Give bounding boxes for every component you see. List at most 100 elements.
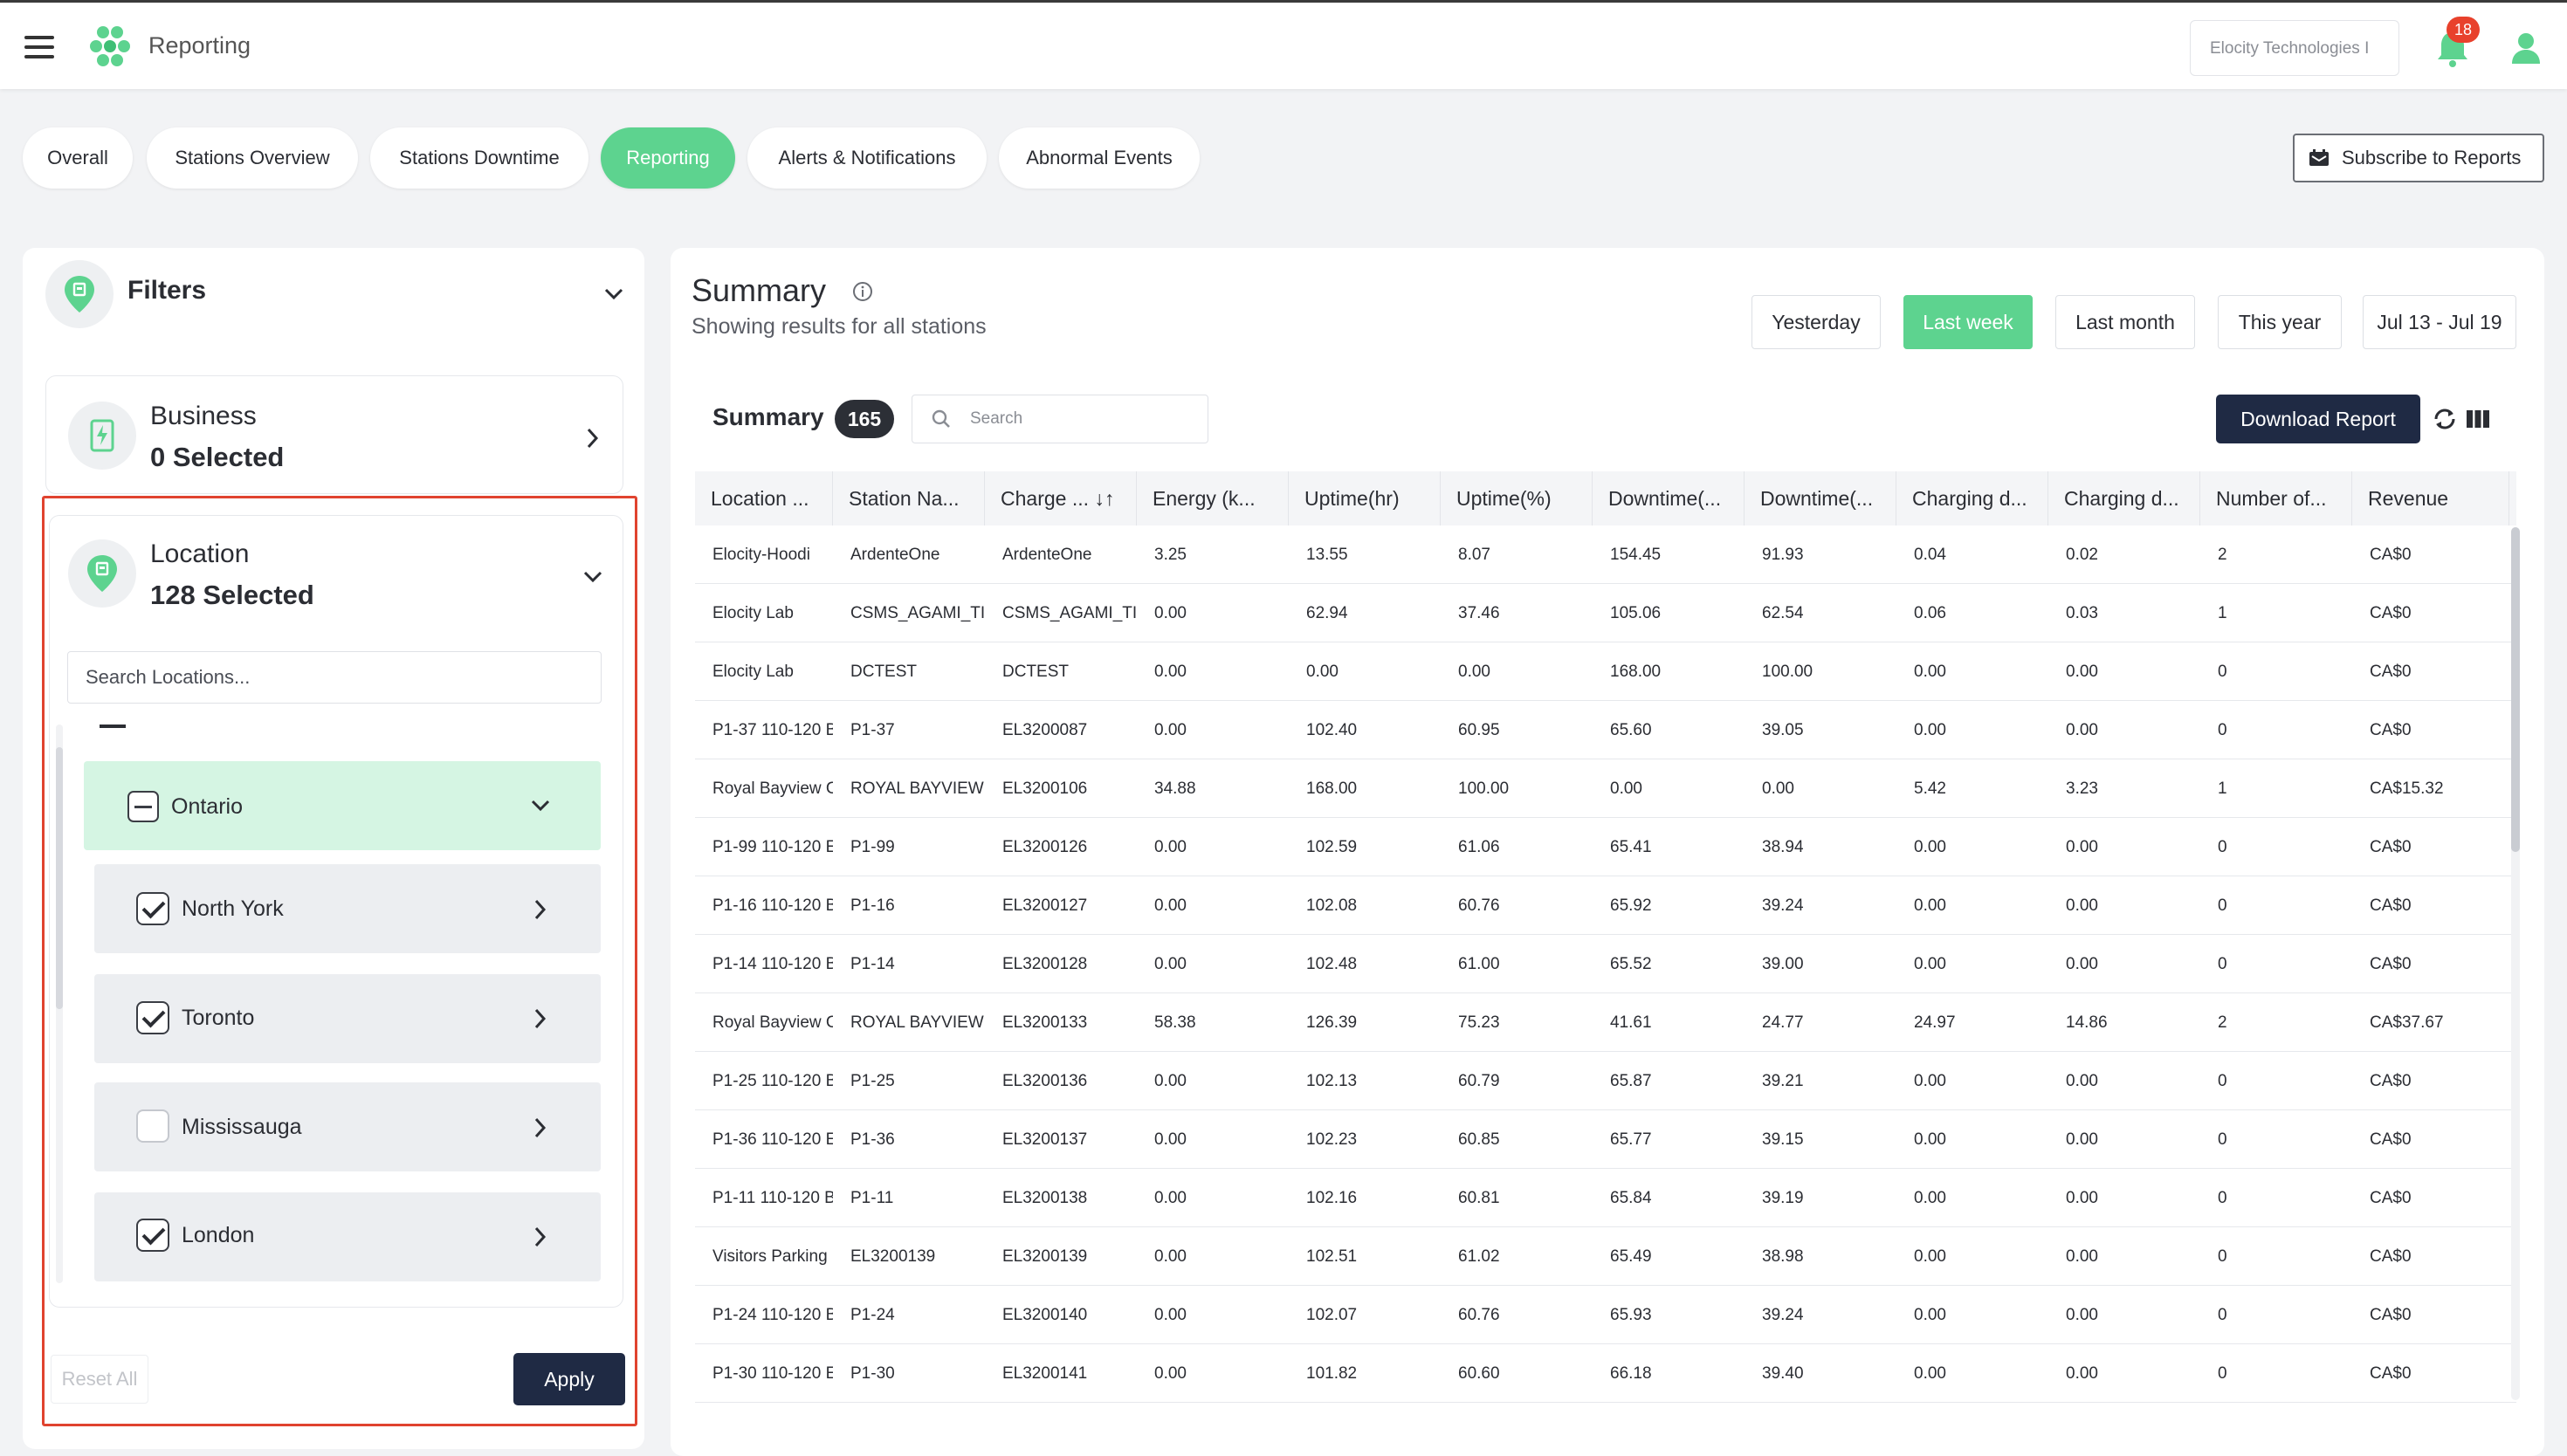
table-row[interactable]: P1-30 110-120 E P1-30 EL3200141 0.00 101.82 6… bbox=[695, 1344, 2516, 1403]
table-scrollbar[interactable] bbox=[2511, 527, 2520, 852]
tree-item-ontario[interactable] bbox=[84, 761, 601, 850]
tab-abnormal-events[interactable]: Abnormal Events bbox=[999, 127, 1200, 189]
column-header[interactable]: Charge ... ↓↑ bbox=[985, 471, 1137, 525]
tree-item-mississauga[interactable] bbox=[94, 1082, 601, 1171]
table-scrollbar-track[interactable] bbox=[2511, 527, 2520, 1400]
table-cell: 24.97 bbox=[1914, 1013, 1956, 1032]
table-cell: 0.00 bbox=[2066, 896, 2098, 915]
chevron-down-icon[interactable] bbox=[583, 571, 602, 583]
table-row[interactable]: P1-99 110-120 E P1-99 EL3200126 0.00 102.59 6… bbox=[695, 818, 2516, 876]
table-row[interactable]: P1-36 110-120 E P1-36 EL3200137 0.00 102.23 6… bbox=[695, 1110, 2516, 1169]
column-header[interactable]: Downtime(... bbox=[1745, 471, 1896, 525]
tree-item-north-york[interactable] bbox=[94, 864, 601, 953]
range-last-week-button[interactable]: Last week bbox=[1903, 295, 2033, 349]
chevron-right-icon[interactable] bbox=[534, 1226, 547, 1247]
table-cell: 58.38 bbox=[1154, 1013, 1196, 1032]
table-cell: 34.88 bbox=[1154, 780, 1196, 798]
london-checkbox[interactable] bbox=[136, 1219, 169, 1252]
table-cell: 60.85 bbox=[1458, 1130, 1500, 1149]
table-row[interactable]: Royal Bayview C ROYAL BAYVIEW EL3200106 34.… bbox=[695, 759, 2516, 818]
range-last-month-button[interactable]: Last month bbox=[2055, 295, 2195, 349]
table-cell: P1-14 bbox=[850, 955, 895, 973]
london-label: London bbox=[182, 1223, 255, 1247]
column-header[interactable]: Location ... bbox=[695, 471, 833, 525]
table-cell: 5.42 bbox=[1914, 780, 1946, 798]
chevron-right-icon[interactable] bbox=[534, 1117, 547, 1138]
refresh-icon[interactable] bbox=[2431, 405, 2459, 433]
tab-alerts-notifications[interactable]: Alerts & Notifications bbox=[747, 127, 987, 189]
table-cell: Elocity Lab bbox=[712, 604, 794, 622]
table-cell: 0.00 bbox=[1914, 1189, 1946, 1207]
hamburger-menu-icon[interactable] bbox=[24, 36, 54, 58]
table-cell: 65.52 bbox=[1610, 955, 1652, 973]
date-range-picker[interactable]: Jul 13 - Jul 19 bbox=[2363, 295, 2516, 349]
tab-stations-overview[interactable]: Stations Overview bbox=[147, 127, 358, 189]
user-icon[interactable] bbox=[2509, 31, 2543, 65]
table-row[interactable]: P1-24 110-120 B P1-24 EL3200140 0.00 102.07 6… bbox=[695, 1286, 2516, 1344]
table-cell: 13.55 bbox=[1306, 546, 1348, 564]
column-header[interactable]: Number of... bbox=[2200, 471, 2352, 525]
ontario-checkbox[interactable] bbox=[127, 791, 159, 822]
apply-button[interactable]: Apply bbox=[513, 1353, 625, 1405]
table-cell: CA$0 bbox=[2370, 896, 2412, 915]
column-header[interactable]: Energy (k... bbox=[1137, 471, 1289, 525]
table-cell: 24.77 bbox=[1762, 1013, 1804, 1032]
table-cell: 0.00 bbox=[2066, 1364, 2098, 1383]
table-cell: CA$0 bbox=[2370, 546, 2412, 564]
table-cell: 39.05 bbox=[1762, 721, 1804, 739]
tab-stations-downtime[interactable]: Stations Downtime bbox=[370, 127, 588, 189]
info-icon[interactable] bbox=[852, 281, 873, 302]
chevron-right-icon[interactable] bbox=[534, 899, 547, 920]
download-report-button[interactable]: Download Report bbox=[2216, 395, 2420, 443]
tree-item-london[interactable] bbox=[94, 1192, 601, 1281]
table-row[interactable]: Visitors Parking EL3200139 EL3200139 0.00 10… bbox=[695, 1227, 2516, 1286]
tree-item-toronto[interactable] bbox=[94, 974, 601, 1063]
range-yesterday-button[interactable]: Yesterday bbox=[1751, 295, 1881, 349]
table-cell: 102.08 bbox=[1306, 896, 1358, 915]
range-this-year-button[interactable]: This year bbox=[2218, 295, 2342, 349]
chevron-down-icon[interactable] bbox=[531, 800, 550, 812]
table-cell: 0.00 bbox=[1914, 1072, 1946, 1090]
table-row[interactable]: Elocity Lab DCTEST DCTEST 0.00 0.00 0.00 168.0… bbox=[695, 642, 2516, 701]
column-header[interactable]: Uptime(hr) bbox=[1289, 471, 1441, 525]
table-search-placeholder: Search bbox=[970, 409, 1023, 428]
column-header[interactable]: Charging d... bbox=[2048, 471, 2200, 525]
subscribe-button[interactable]: Subscribe to Reports bbox=[2293, 134, 2544, 182]
north-york-checkbox[interactable] bbox=[136, 892, 169, 925]
table-row[interactable]: Elocity Lab CSMS_AGAMI_TI CSMS_AGAMI_TI 0.0… bbox=[695, 584, 2516, 642]
table-row[interactable]: Royal Bayview C ROYAL BAYVIEW EL3200133 58.… bbox=[695, 993, 2516, 1052]
column-header[interactable]: Uptime(%) bbox=[1441, 471, 1593, 525]
chevron-right-icon[interactable] bbox=[534, 1008, 547, 1029]
table-row[interactable]: Elocity-Hoodi ArdenteOne ArdenteOne 3.25 13.… bbox=[695, 525, 2516, 584]
table-cell: CA$0 bbox=[2370, 1247, 2412, 1266]
chevron-down-icon[interactable] bbox=[604, 288, 623, 300]
table-cell: CA$0 bbox=[2370, 1364, 2412, 1383]
tab-overall[interactable]: Overall bbox=[23, 127, 133, 189]
business-filter-card[interactable] bbox=[45, 375, 623, 494]
location-tree-scrollbar[interactable] bbox=[56, 747, 63, 1009]
tab-reporting[interactable]: Reporting bbox=[601, 127, 735, 189]
column-header[interactable]: Downtime(... bbox=[1593, 471, 1745, 525]
table-row[interactable]: P1-11 110-120 Br P1-11 EL3200138 0.00 102.16… bbox=[695, 1169, 2516, 1227]
table-cell: 0 bbox=[2218, 955, 2227, 973]
table-cell: 0.00 bbox=[2066, 721, 2098, 739]
search-locations-input[interactable]: Search Locations... bbox=[67, 651, 602, 704]
table-row[interactable]: P1-25 110-120 B P1-25 EL3200136 0.00 102.13 6… bbox=[695, 1052, 2516, 1110]
chevron-right-icon[interactable] bbox=[587, 428, 599, 449]
column-header[interactable]: Revenue bbox=[2352, 471, 2509, 525]
reset-all-button[interactable]: Reset All bbox=[51, 1355, 148, 1404]
table-cell: 0.00 bbox=[1154, 955, 1187, 973]
table-row[interactable]: P1-16 110-120 B P1-16 EL3200127 0.00 102.08 6… bbox=[695, 876, 2516, 935]
mississauga-checkbox[interactable] bbox=[136, 1109, 169, 1143]
column-header[interactable]: Station Na... bbox=[833, 471, 985, 525]
table-cell: 0.00 bbox=[1154, 604, 1187, 622]
column-header[interactable]: Charging d... bbox=[1896, 471, 2048, 525]
organization-selector[interactable]: Elocity Technologies I bbox=[2190, 20, 2399, 76]
table-row[interactable]: P1-37 110-120 B P1-37 EL3200087 0.00 102.40 6… bbox=[695, 701, 2516, 759]
table-cell: 126.39 bbox=[1306, 1013, 1358, 1032]
columns-icon[interactable] bbox=[2466, 409, 2490, 429]
table-cell: 0 bbox=[2218, 721, 2227, 739]
toronto-checkbox[interactable] bbox=[136, 1001, 169, 1034]
table-search-input[interactable]: Search bbox=[912, 395, 1208, 443]
table-row[interactable]: P1-14 110-120 B P1-14 EL3200128 0.00 102.48 6… bbox=[695, 935, 2516, 993]
